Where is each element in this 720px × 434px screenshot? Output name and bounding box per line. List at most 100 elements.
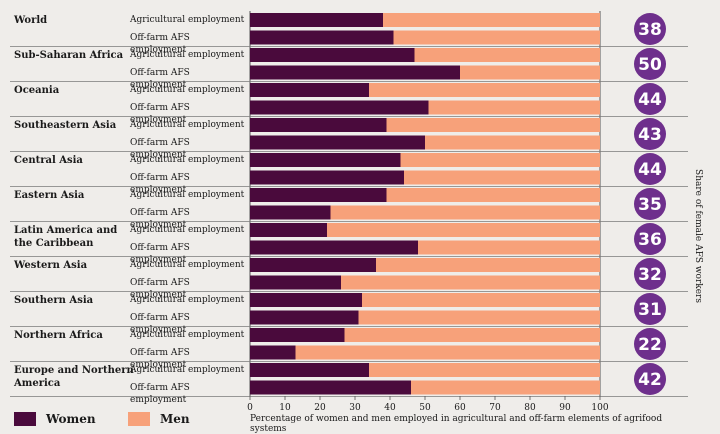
bar-men (341, 275, 600, 290)
share-badge-value: 43 (638, 125, 662, 145)
row-label: Agricultural employment (130, 330, 245, 340)
row-label: Agricultural employment (130, 260, 245, 270)
bar-men (358, 310, 600, 325)
bar-women (250, 240, 418, 255)
bar-women (250, 310, 359, 325)
legend-women-label: Women (46, 412, 96, 426)
row-label: Off-farm AFS employment (130, 137, 190, 160)
bar-women (250, 293, 362, 307)
share-badge (634, 83, 666, 115)
share-badge-value: 42 (638, 370, 662, 390)
region-label: Latin America and the Caribbean (14, 225, 118, 249)
bar-women (250, 83, 369, 97)
bar-women (250, 188, 387, 202)
row-label: Off-farm AFS employment (130, 102, 190, 125)
bar-men (411, 380, 600, 395)
row-label: Off-farm AFS employment (130, 32, 190, 55)
side-axis-title: Share of female AFS workers (693, 169, 703, 303)
row-label: Agricultural employment (130, 225, 245, 235)
share-badge (634, 188, 666, 220)
bar-men (344, 328, 600, 342)
bar-men (295, 345, 600, 360)
share-badge-value: 32 (638, 265, 662, 285)
legend-women-swatch (14, 412, 36, 426)
legend-men: Men (128, 411, 190, 427)
x-tick-label: 70 (489, 403, 501, 413)
share-badge (634, 363, 666, 395)
row-label: Off-farm AFS employment (130, 172, 190, 195)
bar-men (376, 258, 600, 272)
bar-men (404, 170, 600, 185)
region-label: Eastern Asia (14, 190, 85, 201)
x-tick-label: 40 (384, 403, 396, 413)
bar-men (362, 293, 600, 307)
bar-men (418, 240, 600, 255)
region-label: Northern Africa (14, 330, 103, 341)
row-label: Off-farm AFS employment (130, 67, 190, 90)
share-badge-value: 35 (638, 195, 662, 215)
region-label: Europe and Northern America (14, 365, 134, 389)
bar-women (250, 363, 369, 377)
bar-women (250, 118, 387, 132)
bar-men (425, 135, 600, 150)
share-badge-value: 38 (638, 20, 662, 40)
x-tick-label: 10 (279, 403, 291, 413)
region-label: Southeastern Asia (14, 120, 117, 131)
bar-women (250, 275, 341, 290)
region-label: Sub-Saharan Africa (14, 50, 124, 61)
x-tick-label: 20 (314, 403, 326, 413)
row-label: Off-farm AFS employment (130, 277, 190, 300)
row-label: Agricultural employment (130, 120, 245, 130)
bar-women (250, 153, 401, 167)
share-badge (634, 13, 666, 45)
bar-men (369, 363, 600, 377)
share-badge-value: 31 (638, 300, 662, 320)
bar-men (383, 13, 600, 27)
row-label: Off-farm AFS employment (130, 382, 190, 405)
bar-women (250, 65, 460, 80)
bar-women (250, 13, 383, 27)
row-label: Off-farm AFS employment (130, 242, 190, 265)
row-label: Agricultural employment (130, 155, 245, 165)
x-tick-label: 80 (524, 403, 536, 413)
bar-women (250, 328, 345, 342)
legend-men-swatch (128, 412, 150, 426)
share-badge-value: 44 (638, 90, 662, 110)
x-tick-label: 50 (419, 403, 431, 413)
bar-men (460, 65, 600, 80)
share-badge (634, 48, 666, 80)
bar-women (250, 30, 394, 45)
row-label: Agricultural employment (130, 295, 245, 305)
bar-women (250, 380, 411, 395)
bar-women (250, 223, 327, 237)
bar-women (250, 205, 331, 220)
bar-women (250, 170, 404, 185)
share-badge-value: 22 (638, 335, 662, 355)
row-label: Off-farm AFS employment (130, 312, 190, 335)
row-label: Agricultural employment (130, 85, 245, 95)
x-tick-label: 0 (247, 403, 253, 413)
bar-men (330, 205, 600, 220)
share-badge-value: 44 (638, 160, 662, 180)
share-badge (634, 258, 666, 290)
share-badge (634, 153, 666, 185)
region-label: Western Asia (14, 260, 88, 271)
row-label: Agricultural employment (130, 365, 245, 375)
bar-women (250, 345, 296, 360)
share-badge (634, 223, 666, 255)
row-label: Off-farm AFS employment (130, 347, 190, 370)
bar-women (250, 258, 376, 272)
x-tick-label: 30 (349, 403, 361, 413)
share-badge (634, 293, 666, 325)
region-label: Southern Asia (14, 295, 94, 306)
bar-women (250, 100, 429, 115)
bar-men (400, 153, 600, 167)
row-label: Off-farm AFS employment (130, 207, 190, 230)
bar-men (327, 223, 600, 237)
row-label: Agricultural employment (130, 190, 245, 200)
bar-men (386, 118, 600, 132)
row-label: Agricultural employment (130, 50, 245, 60)
region-label: World (14, 15, 48, 26)
region-label: Central Asia (14, 155, 83, 166)
